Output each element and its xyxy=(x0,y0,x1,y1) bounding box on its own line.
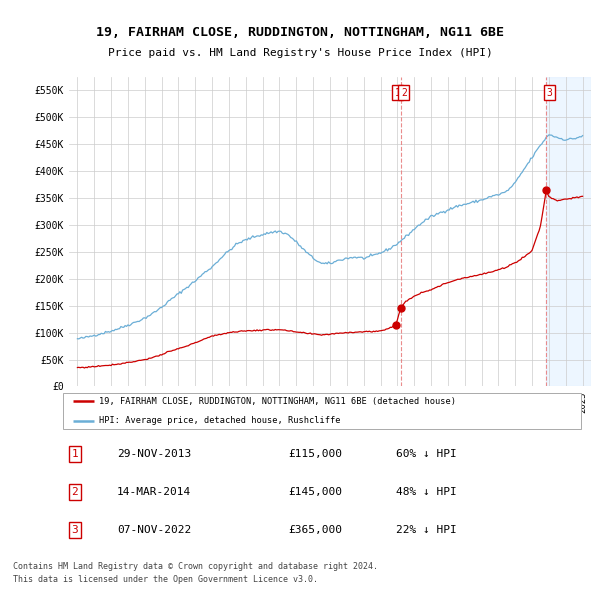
Text: 19, FAIRHAM CLOSE, RUDDINGTON, NOTTINGHAM, NG11 6BE: 19, FAIRHAM CLOSE, RUDDINGTON, NOTTINGHA… xyxy=(96,26,504,39)
Text: 2: 2 xyxy=(401,87,407,97)
Text: 1: 1 xyxy=(71,450,79,459)
Text: 07-NOV-2022: 07-NOV-2022 xyxy=(117,525,191,535)
Text: 3: 3 xyxy=(547,87,553,97)
Text: £115,000: £115,000 xyxy=(288,450,342,459)
Text: 60% ↓ HPI: 60% ↓ HPI xyxy=(396,450,457,459)
FancyBboxPatch shape xyxy=(62,392,581,429)
Text: 48% ↓ HPI: 48% ↓ HPI xyxy=(396,487,457,497)
Text: This data is licensed under the Open Government Licence v3.0.: This data is licensed under the Open Gov… xyxy=(13,575,318,584)
Text: 19, FAIRHAM CLOSE, RUDDINGTON, NOTTINGHAM, NG11 6BE (detached house): 19, FAIRHAM CLOSE, RUDDINGTON, NOTTINGHA… xyxy=(100,397,457,406)
Text: 22% ↓ HPI: 22% ↓ HPI xyxy=(396,525,457,535)
Text: 29-NOV-2013: 29-NOV-2013 xyxy=(117,450,191,459)
Text: 14-MAR-2014: 14-MAR-2014 xyxy=(117,487,191,497)
Text: Contains HM Land Registry data © Crown copyright and database right 2024.: Contains HM Land Registry data © Crown c… xyxy=(13,562,378,571)
Text: 1: 1 xyxy=(395,87,401,97)
Text: 3: 3 xyxy=(71,525,79,535)
Text: 2: 2 xyxy=(71,487,79,497)
Bar xyxy=(547,77,591,386)
Text: Price paid vs. HM Land Registry's House Price Index (HPI): Price paid vs. HM Land Registry's House … xyxy=(107,48,493,58)
Text: HPI: Average price, detached house, Rushcliffe: HPI: Average price, detached house, Rush… xyxy=(100,416,341,425)
Text: £145,000: £145,000 xyxy=(288,487,342,497)
Text: £365,000: £365,000 xyxy=(288,525,342,535)
